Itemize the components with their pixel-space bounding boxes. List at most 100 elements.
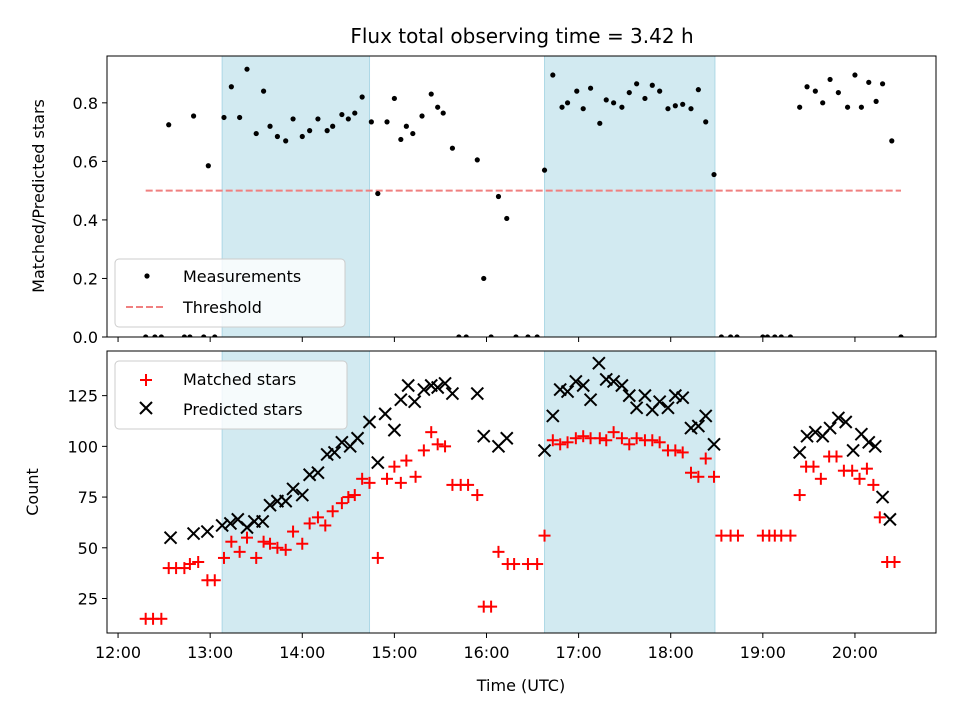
matched-star-marker <box>607 426 620 439</box>
matched-star-marker <box>271 541 284 554</box>
matched-star-marker <box>692 470 705 483</box>
matched-star-marker <box>264 537 277 550</box>
matched-star-marker <box>531 558 544 571</box>
measurement-point <box>858 104 864 110</box>
predicted-star-marker <box>295 488 309 502</box>
matched-star-marker <box>569 432 582 445</box>
matched-star-marker <box>807 460 820 473</box>
measurement-point <box>580 106 586 112</box>
measurement-point <box>711 171 717 178</box>
matched-star-marker <box>853 472 866 485</box>
x-tick-label: 13:00 <box>187 643 233 662</box>
matched-star-marker <box>731 529 744 542</box>
matched-star-marker <box>241 531 254 544</box>
measurement-point <box>787 334 794 337</box>
matched-star-marker <box>846 464 859 477</box>
shaded-interval <box>544 350 716 634</box>
matched-star-marker <box>371 551 384 564</box>
measurement-point <box>764 334 771 337</box>
measurement-point <box>550 72 556 78</box>
measurement-point <box>866 79 872 85</box>
measurement-point <box>772 334 778 337</box>
matched-star-marker <box>417 444 430 457</box>
matched-star-marker <box>287 525 300 538</box>
measurement-point <box>152 334 158 337</box>
matched-star-marker <box>388 460 401 473</box>
matched-star-marker <box>183 558 196 571</box>
matched-star-marker <box>425 426 438 439</box>
measurement-point <box>504 215 510 222</box>
measurement-point <box>205 163 211 169</box>
predicted-star-marker <box>675 390 690 405</box>
predicted-star-marker <box>883 512 897 527</box>
y-tick-label: 0.6 <box>73 152 98 171</box>
measurement-point <box>804 84 810 90</box>
matched-stars-markers <box>139 426 901 625</box>
predicted-star-marker <box>255 514 270 529</box>
predicted-star-marker <box>831 411 846 425</box>
predicted-star-marker <box>163 530 178 545</box>
matched-star-marker <box>577 430 590 443</box>
matched-star-marker <box>319 519 332 532</box>
y-tick-label: 0.2 <box>73 269 98 288</box>
measurement-point <box>212 334 218 337</box>
x-tick-label: 18:00 <box>648 643 694 662</box>
matched-star-marker <box>192 555 205 568</box>
matched-star-marker <box>492 545 505 558</box>
matched-star-marker <box>615 432 628 445</box>
measurement-point <box>889 138 895 144</box>
measurement-point <box>359 94 365 100</box>
measurement-point <box>456 334 462 337</box>
x-tick-label: 17:00 <box>556 643 602 662</box>
predicted-star-marker <box>546 409 560 423</box>
measurement-point <box>158 334 164 337</box>
top-x-ticks <box>117 337 856 342</box>
measurement-point <box>718 334 724 337</box>
predicted-star-marker <box>223 516 238 531</box>
matched-star-marker <box>546 434 559 447</box>
predicted-star-marker <box>286 482 300 496</box>
top-legend: Measurements Threshold <box>114 258 346 328</box>
measurement-point <box>844 104 851 110</box>
matched-star-marker <box>860 462 873 475</box>
matched-star-marker <box>279 543 292 556</box>
predicted-legend-marker <box>139 401 153 415</box>
predicted-star-marker <box>186 526 201 541</box>
bottom-axes-frame <box>106 350 937 634</box>
measurement-point <box>898 334 904 337</box>
matched-legend-marker <box>140 374 152 386</box>
matched-star-marker <box>342 491 355 504</box>
predicted-star-marker <box>792 445 807 460</box>
measurement-point <box>375 190 381 197</box>
measurement-point <box>481 275 487 282</box>
matched-star-marker <box>508 558 521 571</box>
top-y-ticks: 0.0 0.2 0.4 0.6 0.8 <box>73 94 107 347</box>
matched-star-marker <box>363 476 376 489</box>
matched-star-marker <box>155 612 168 625</box>
matched-star-marker <box>873 511 886 524</box>
measurement-point <box>559 104 565 110</box>
matched-star-marker <box>462 478 475 491</box>
measurement-point <box>688 106 694 112</box>
measurement-point <box>812 88 818 94</box>
predicted-star-marker <box>378 407 392 421</box>
matched-star-marker <box>561 436 574 449</box>
matched-star-marker <box>554 438 567 451</box>
measurement-point <box>852 72 858 78</box>
predicted-star-marker <box>839 415 853 429</box>
matched-star-marker <box>257 535 270 548</box>
matched-star-marker <box>699 452 712 465</box>
measurement-point <box>564 100 571 106</box>
predicted-star-marker <box>652 395 667 409</box>
predicted-star-marker <box>691 419 706 433</box>
predicted-star-marker <box>862 435 876 450</box>
y-tick-label: 0.0 <box>73 328 98 347</box>
matched-star-marker <box>653 436 666 449</box>
measurement-point <box>324 128 330 134</box>
predicted-star-marker <box>215 518 229 533</box>
measurement-point <box>680 101 686 107</box>
measurement-point <box>283 138 289 144</box>
matched-star-marker <box>335 497 348 510</box>
predicted-star-marker <box>387 423 402 437</box>
predicted-star-marker <box>629 401 644 415</box>
